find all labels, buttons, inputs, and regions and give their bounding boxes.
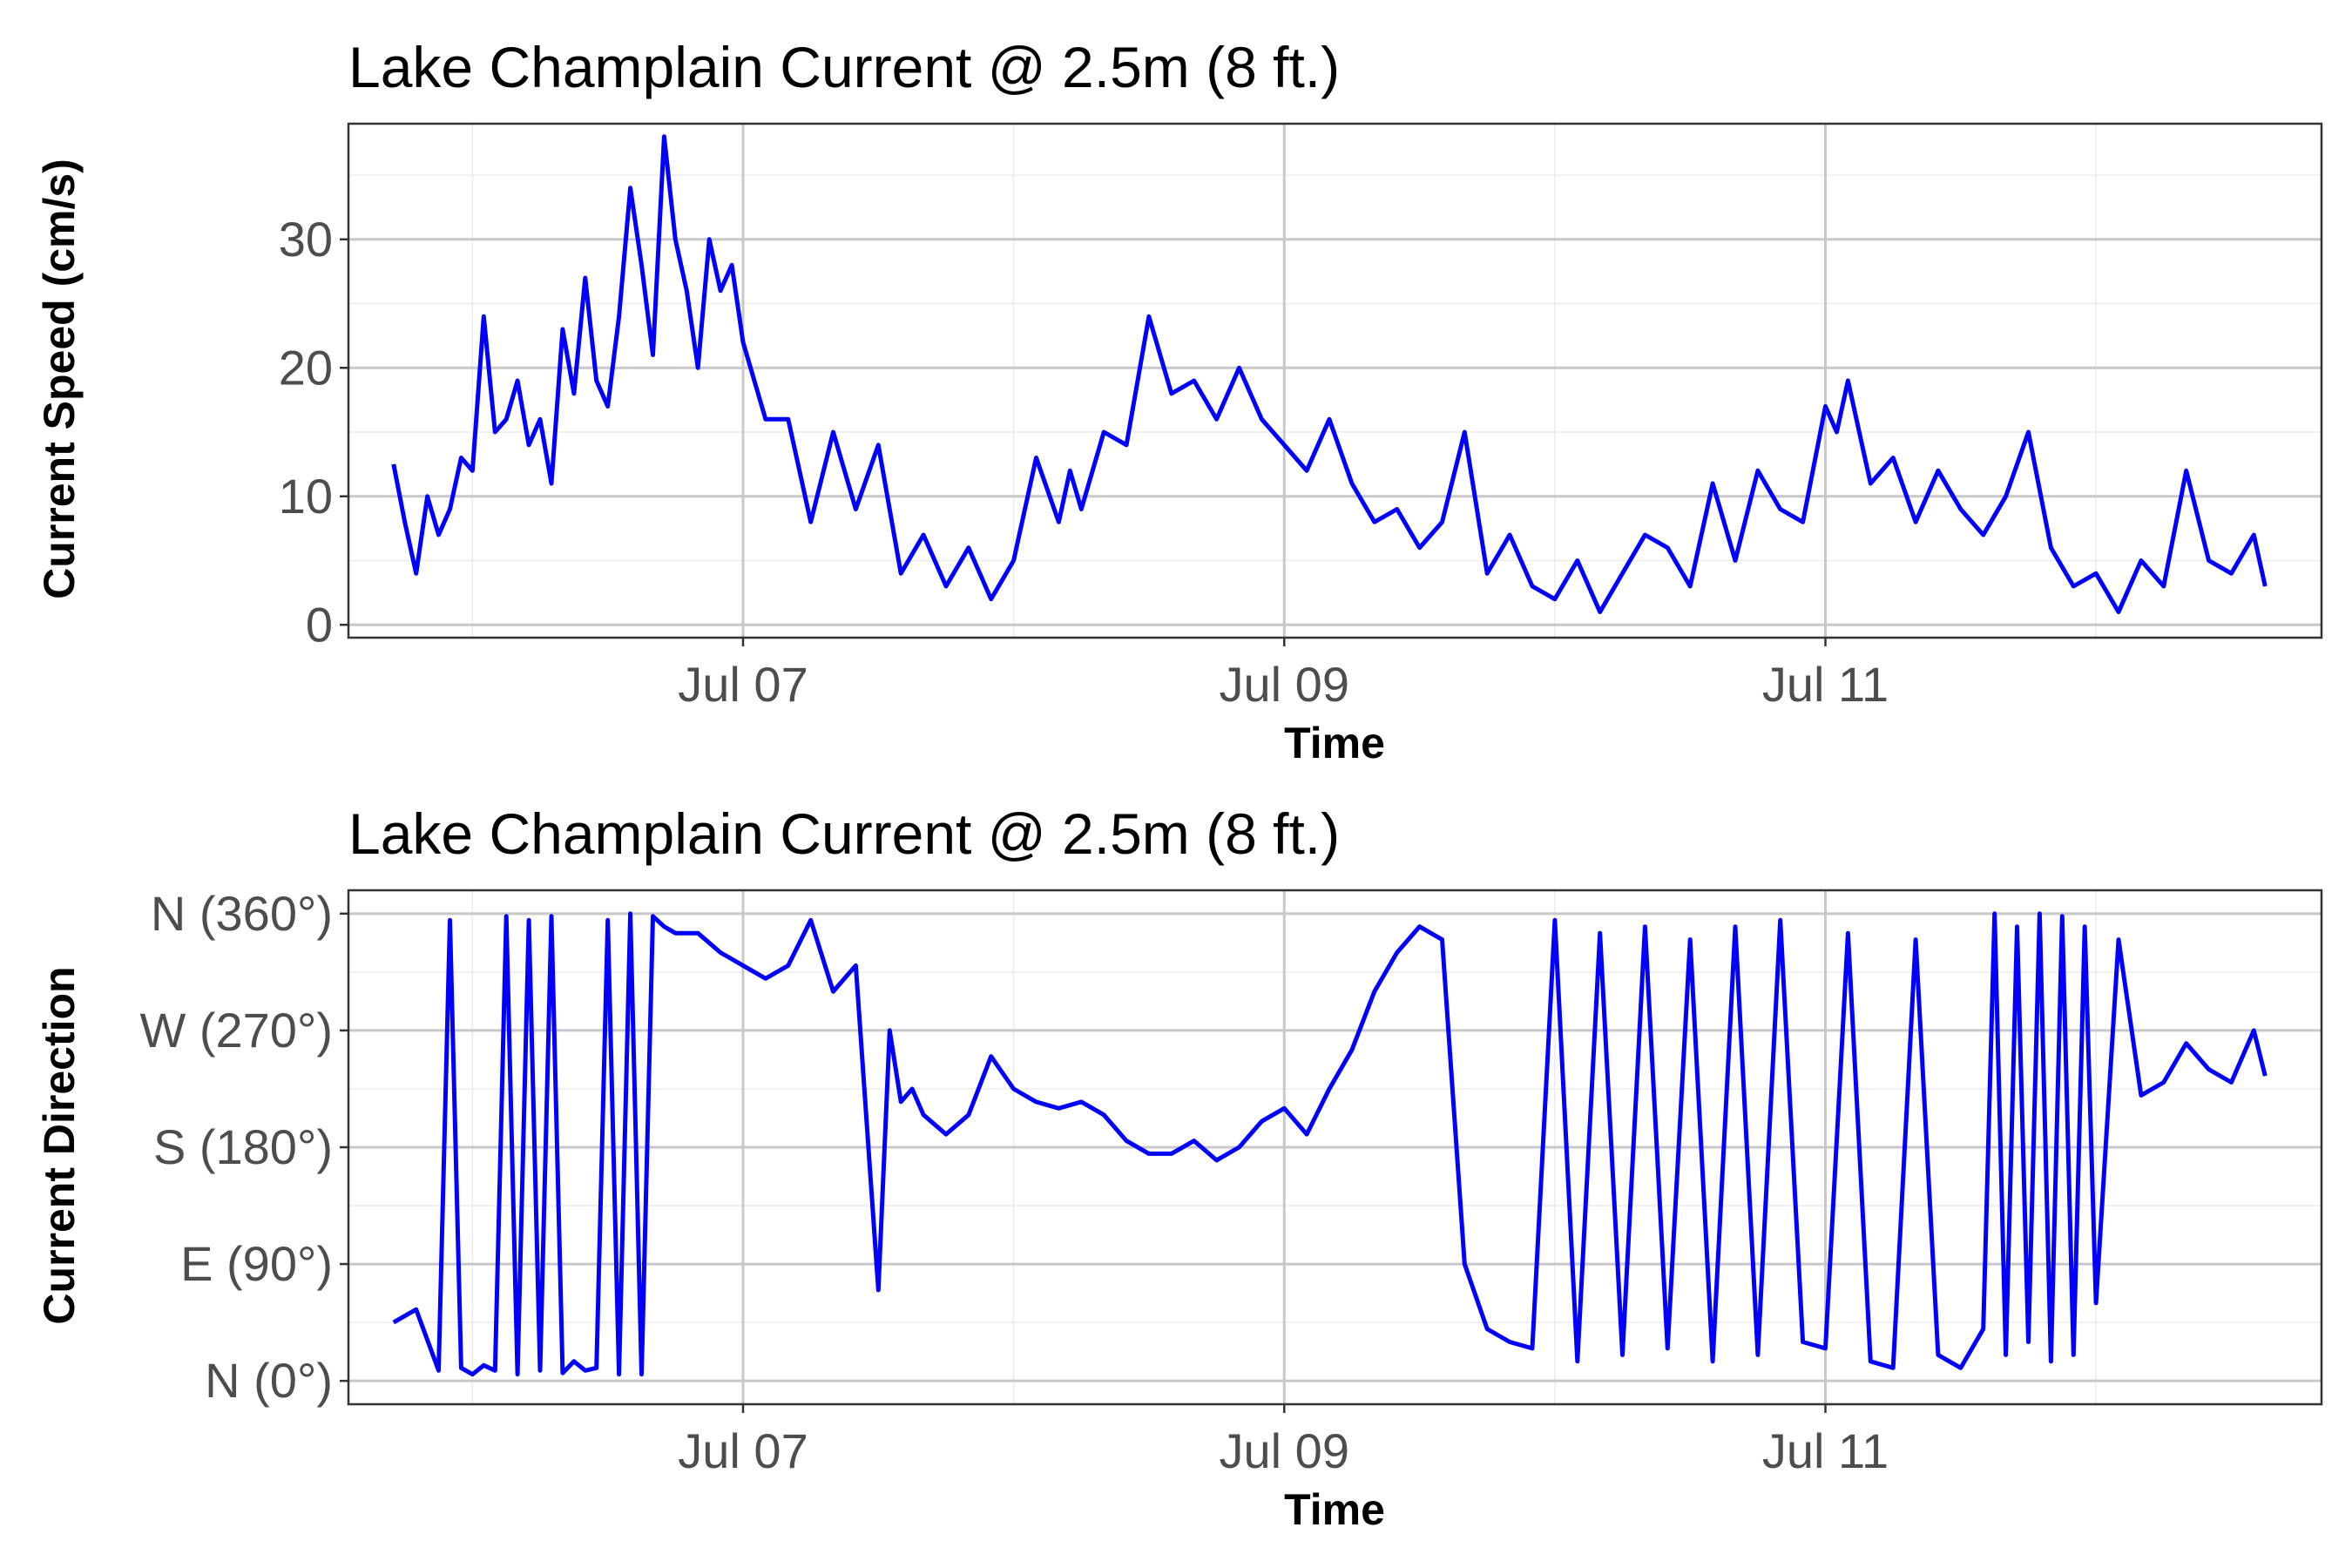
direction-x-tick-label: Jul 09 (1220, 1423, 1349, 1478)
direction-y-tick-label: S (180°) (153, 1119, 333, 1174)
direction-y-tick-label: N (360°) (151, 886, 333, 941)
speed-y-tick-label: 10 (279, 469, 333, 524)
direction-chart-y-axis-label: Current Direction (35, 966, 84, 1324)
speed-y-tick-label: 30 (279, 212, 333, 267)
speed-chart-title: Lake Champlain Current @ 2.5m (8 ft.) (348, 35, 1340, 99)
speed-series-line (391, 134, 2268, 614)
direction-chart-x-axis-label: Time (1284, 1485, 1385, 1534)
direction-y-tick-label: W (270°) (139, 1003, 333, 1058)
speed-panel-border (347, 122, 2323, 639)
direction-chart-title: Lake Champlain Current @ 2.5m (8 ft.) (348, 801, 1340, 866)
speed-chart-x-axis-label: Time (1284, 719, 1385, 767)
direction-y-tick-label: N (0°) (205, 1353, 333, 1408)
direction-y-tick-label: E (90°) (180, 1236, 333, 1291)
speed-plot-background (348, 124, 2322, 638)
speed-chart: Lake Champlain Current @ 2.5m (8 ft.) Cu… (35, 35, 2323, 767)
speed-x-tick-label: Jul 07 (678, 657, 808, 712)
speed-x-tick-label: Jul 09 (1220, 657, 1349, 712)
speed-chart-y-axis-label: Current Speed (cm/s) (35, 159, 84, 599)
speed-y-tick-label: 20 (279, 340, 333, 395)
speed-x-tick-label: Jul 11 (1762, 657, 1889, 712)
direction-x-tick-label: Jul 07 (678, 1423, 808, 1478)
direction-series-line (392, 911, 2268, 1377)
direction-chart: Lake Champlain Current @ 2.5m (8 ft.) Cu… (35, 801, 2323, 1534)
speed-y-tick-label: 0 (306, 597, 333, 652)
direction-x-tick-label: Jul 11 (1762, 1423, 1889, 1478)
